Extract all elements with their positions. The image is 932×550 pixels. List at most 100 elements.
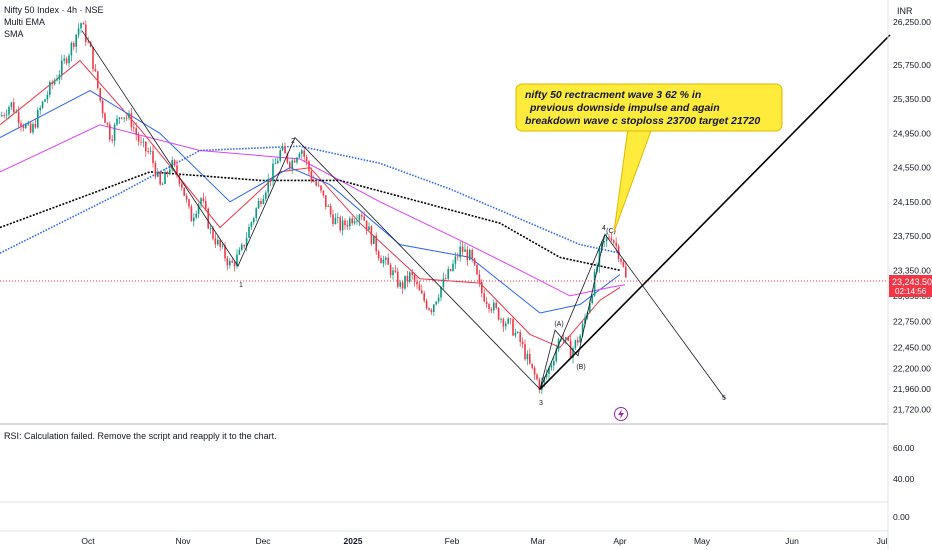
- candle: [260, 198, 262, 207]
- candle: [603, 240, 605, 247]
- candle: [481, 278, 483, 298]
- candle: [181, 181, 183, 191]
- candle: [308, 159, 310, 176]
- candle: [29, 121, 32, 134]
- candle: [483, 288, 485, 303]
- candle: [490, 307, 493, 313]
- candle: [346, 220, 349, 230]
- candle: [41, 100, 44, 110]
- candle: [274, 157, 277, 165]
- candle: [317, 181, 320, 187]
- candle: [502, 317, 505, 332]
- candle: [281, 143, 284, 152]
- candle: [224, 242, 226, 262]
- candle: [51, 79, 53, 89]
- candle: [137, 132, 140, 146]
- candle: [411, 268, 413, 280]
- candle: [541, 377, 543, 395]
- candle: [442, 272, 445, 290]
- candle: [68, 53, 70, 68]
- candle: [166, 170, 169, 178]
- candle: [555, 344, 557, 364]
- candle: [171, 156, 173, 172]
- candle: [241, 242, 243, 252]
- candle: [3, 112, 5, 119]
- candle: [500, 317, 502, 324]
- sma-dotted-blue-line: [0, 145, 621, 254]
- ema-pink-line: [0, 124, 626, 297]
- candle: [397, 267, 399, 289]
- wave-label-2: 3: [539, 400, 543, 407]
- candle: [284, 142, 286, 154]
- candle: [200, 196, 202, 209]
- candle: [13, 98, 15, 114]
- multi-ema-legend[interactable]: Multi EMA: [4, 17, 45, 27]
- candle: [445, 274, 447, 280]
- price-tick-3: 24,950.00: [893, 128, 931, 138]
- lightning-icon[interactable]: [614, 407, 628, 421]
- last-price-value: 23,243.50: [892, 277, 932, 287]
- candle: [190, 204, 193, 222]
- candle: [73, 40, 75, 51]
- candle: [92, 46, 94, 73]
- ema-blue-line: [0, 90, 621, 314]
- wave-label-4: (A): [554, 321, 563, 328]
- candle: [169, 165, 171, 176]
- candle: [123, 117, 125, 123]
- sma-legend[interactable]: SMA: [4, 29, 24, 39]
- candle: [409, 271, 411, 284]
- candle: [147, 147, 149, 155]
- price-tick-4: 24,550.00: [893, 163, 931, 173]
- candle: [125, 115, 128, 121]
- candle: [303, 147, 305, 163]
- candle: [245, 232, 248, 252]
- candle: [106, 122, 109, 127]
- price-axis[interactable]: 26,250.00 25,750.00 25,350.00 24,950.00 24,5…: [893, 17, 931, 415]
- candle: [461, 241, 464, 257]
- candle: [99, 87, 101, 103]
- candle: [15, 108, 17, 114]
- rsi-tick-0: 60.00: [893, 443, 915, 453]
- callout-pointer: [613, 127, 653, 233]
- candle: [457, 252, 459, 261]
- time-label-feb: Feb: [445, 536, 460, 546]
- time-label-apr: Apr: [613, 536, 626, 546]
- candle: [130, 108, 133, 132]
- price-tick-7: 23,350.00: [893, 265, 931, 275]
- candle: [533, 365, 536, 380]
- candle: [385, 255, 387, 266]
- price-tick-9: 22,750.00: [893, 317, 931, 327]
- candle: [154, 160, 157, 180]
- time-label-2025: 2025: [344, 536, 363, 546]
- time-label-may: May: [694, 536, 711, 546]
- price-tick-5: 24,150.00: [893, 197, 931, 207]
- time-label-nov: Nov: [175, 536, 191, 546]
- candles: [1, 20, 627, 395]
- annotation-callout[interactable]: nifty 50 rectracment wave 3 62 % in prev…: [515, 83, 783, 233]
- candle: [257, 198, 260, 209]
- candle: [514, 328, 517, 339]
- candle: [214, 233, 217, 248]
- candle: [577, 336, 579, 346]
- time-axis[interactable]: Oct Nov Dec 2025 Feb Mar Apr May Jun Jul: [81, 536, 887, 546]
- candle: [49, 80, 51, 98]
- callout-box: [515, 83, 783, 132]
- currency-label[interactable]: INR: [897, 6, 913, 16]
- candle: [488, 302, 490, 313]
- candle: [46, 90, 49, 104]
- price-tick-10: 22,450.00: [893, 342, 931, 352]
- candle: [97, 70, 99, 90]
- candle: [310, 167, 313, 184]
- candle: [507, 317, 509, 325]
- candle: [116, 114, 118, 127]
- price-tick-0: 26,250.00: [893, 17, 931, 27]
- candle: [104, 112, 106, 123]
- candle: [394, 265, 397, 274]
- candle: [296, 156, 298, 165]
- candle: [75, 34, 77, 53]
- candle: [243, 244, 245, 249]
- candle: [341, 216, 344, 236]
- wave-label-7: 5: [722, 395, 726, 402]
- candle: [22, 123, 25, 132]
